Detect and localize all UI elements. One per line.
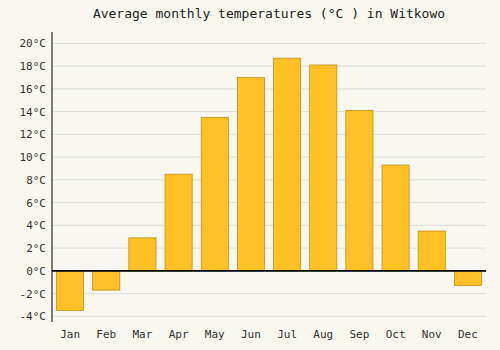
y-tick-label: 12°C <box>20 128 47 141</box>
x-tick-label: Apr <box>169 328 189 341</box>
x-tick-label: Feb <box>96 328 116 341</box>
y-tick-label: -4°C <box>20 310 47 323</box>
bar <box>93 271 120 290</box>
x-tick-label: Mar <box>132 328 152 341</box>
bar <box>418 231 445 271</box>
x-tick-label: May <box>205 328 225 341</box>
bar <box>346 110 373 270</box>
title: Average monthly temperatures (°C ) in Wi… <box>93 6 445 21</box>
y-tick-label: 10°C <box>20 151 47 164</box>
chart: Average monthly temperatures (°C ) in Wi… <box>0 0 500 350</box>
grid <box>52 43 486 316</box>
x-tick-label: Dec <box>458 328 478 341</box>
bars <box>57 58 482 310</box>
bar <box>237 77 264 270</box>
grid-line <box>52 293 486 294</box>
grid-line <box>52 157 486 158</box>
y-tick-label: 0°C <box>26 265 46 278</box>
x-tick-label: Jan <box>60 328 80 341</box>
x-tick-label: Jun <box>241 328 261 341</box>
bar <box>274 58 301 271</box>
bar <box>454 271 481 286</box>
x-tick-label: Oct <box>386 328 406 341</box>
bar <box>201 117 228 271</box>
y-tick-label: 4°C <box>26 219 46 232</box>
grid-line <box>52 43 486 44</box>
y-tick-label: 8°C <box>26 174 46 187</box>
y-tick-label: 20°C <box>20 37 47 50</box>
y-tick-label: 16°C <box>20 83 47 96</box>
y-tick-label: 18°C <box>20 60 47 73</box>
grid-line <box>52 202 486 203</box>
x-tick-label: Nov <box>422 328 442 341</box>
grid-line <box>52 316 486 317</box>
y-tick-label: 14°C <box>20 106 47 119</box>
bar <box>165 174 192 271</box>
grid-line <box>52 111 486 112</box>
bar <box>129 238 156 271</box>
grid-line <box>52 179 486 180</box>
y-tick-label: 2°C <box>26 242 46 255</box>
grid-line <box>52 225 486 226</box>
y-axis-line <box>52 32 53 322</box>
zero-line <box>52 270 486 272</box>
y-tick-label: -2°C <box>20 288 47 301</box>
y-tick-label: 6°C <box>26 197 46 210</box>
grid-line <box>52 134 486 135</box>
bar <box>57 271 84 311</box>
grid-line <box>52 88 486 89</box>
x-tick-label: Aug <box>313 328 333 341</box>
bar <box>310 65 337 271</box>
x-tick-label: Sep <box>349 328 369 341</box>
x-tick-label: Jul <box>277 328 297 341</box>
chart-container: Average monthly temperatures (°C ) in Wi… <box>0 0 500 350</box>
grid-line <box>52 66 486 67</box>
grid-line <box>52 270 486 271</box>
bar <box>382 165 409 271</box>
